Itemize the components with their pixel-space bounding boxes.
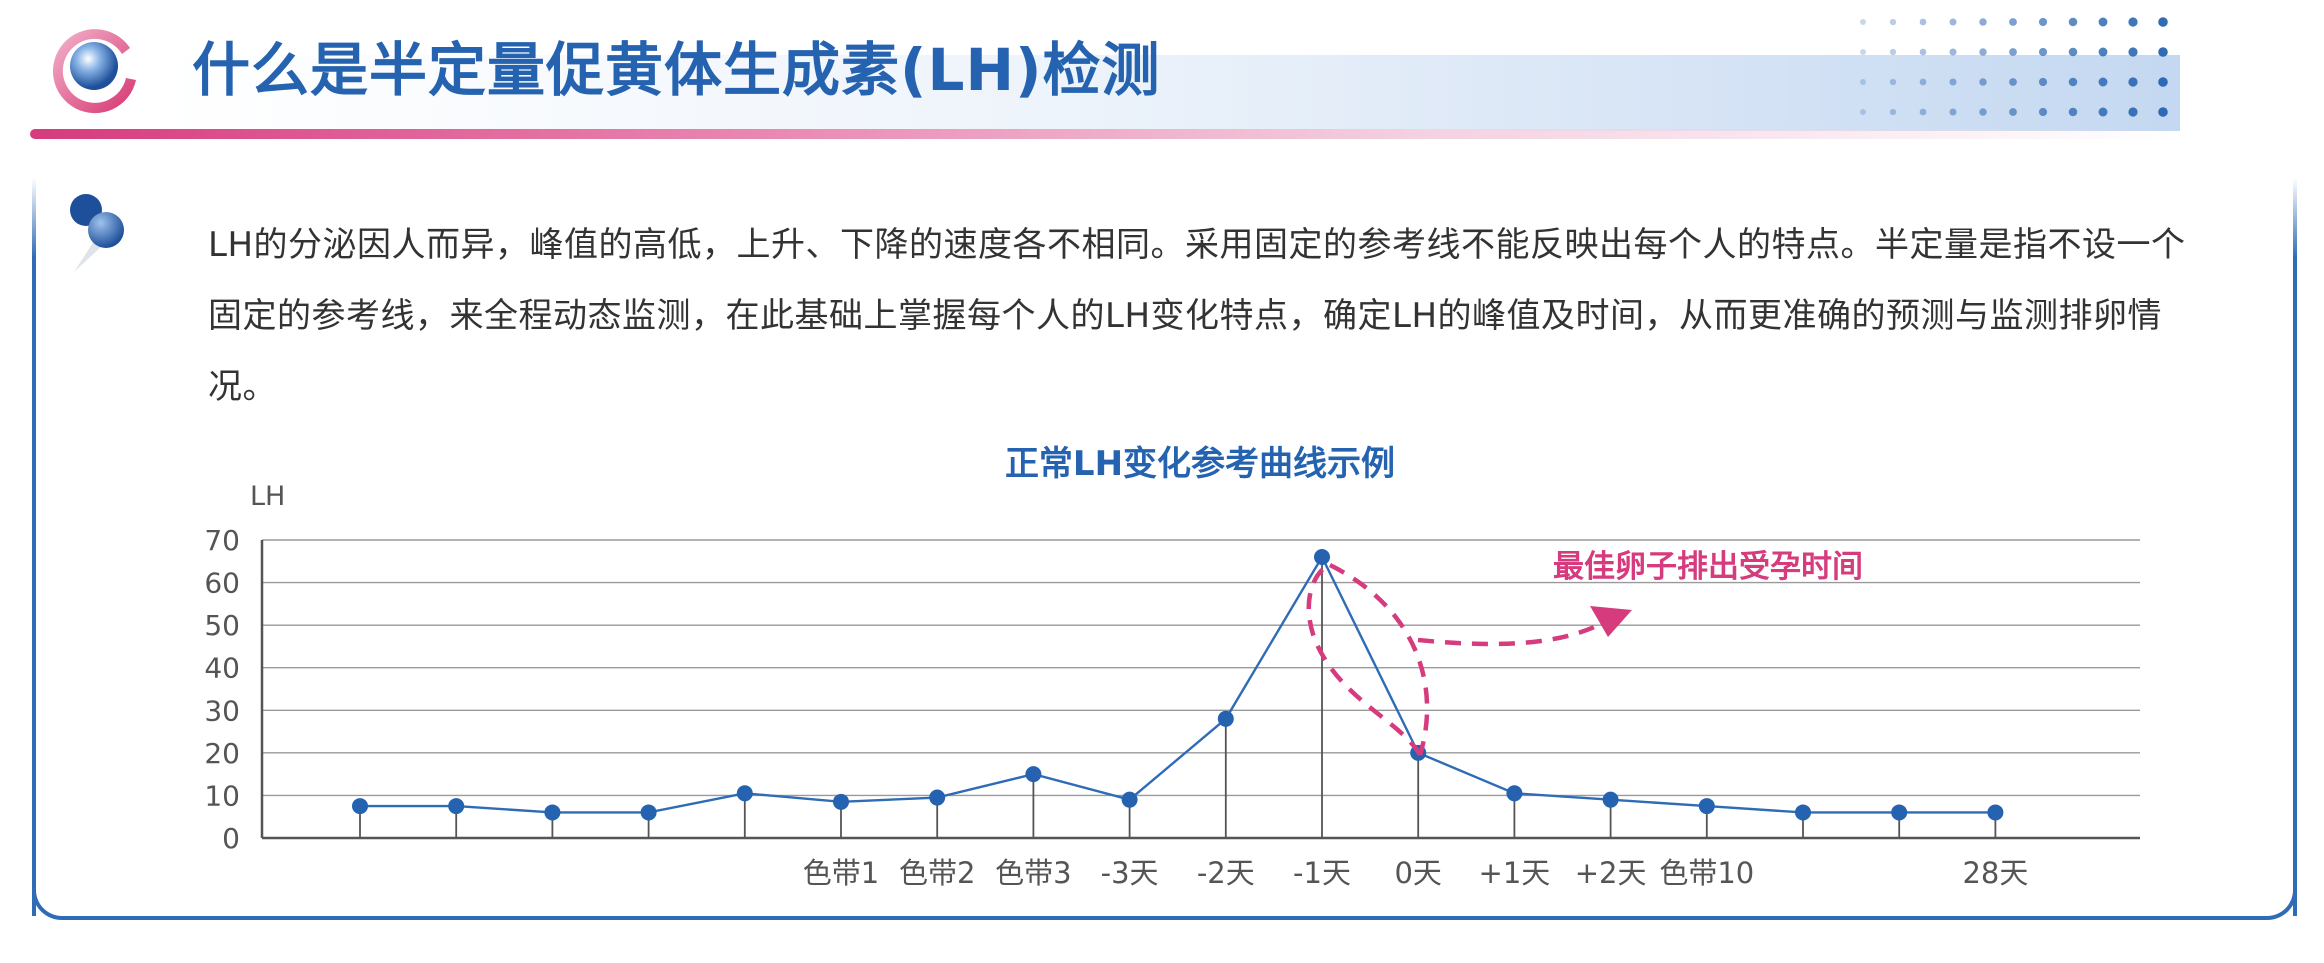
data-point — [1891, 804, 1908, 821]
header: 什么是半定量促黄体生成素(LH)检测 — [0, 0, 2324, 150]
annotation-arrowhead-icon — [1590, 606, 1632, 637]
decorative-dot — [2068, 47, 2078, 57]
decorative-dot — [2009, 18, 2017, 26]
decorative-dot — [2098, 77, 2108, 87]
data-point — [833, 793, 849, 810]
decorative-dot — [2158, 107, 2168, 117]
series-line — [360, 554, 1996, 814]
x-tick-label: +1天 — [1479, 856, 1551, 890]
card-top-fade — [28, 178, 2302, 258]
decorative-dot — [1919, 108, 1927, 116]
decorative-dot — [1860, 109, 1866, 115]
decorative-dot — [2158, 17, 2168, 27]
decorative-dot — [2128, 77, 2138, 87]
decorative-dot — [1889, 78, 1897, 86]
pushpin-icon — [70, 194, 124, 272]
decorative-dot — [1949, 108, 1957, 116]
y-tick-label: 0 — [222, 822, 240, 855]
decorative-dot — [1889, 48, 1897, 56]
annotation-label: 最佳卵子排出受孕时间 — [1553, 549, 1863, 585]
data-point — [640, 804, 657, 821]
y-axis-label: LH — [250, 481, 285, 512]
x-tick-label: 色带3 — [995, 856, 1071, 890]
data-point — [544, 804, 561, 821]
decorative-dot — [1919, 48, 1927, 56]
decorative-dot — [2158, 47, 2168, 57]
decorative-dot — [2038, 77, 2048, 87]
data-point — [448, 798, 465, 815]
data-point — [1987, 804, 2004, 821]
decorative-dot-grid — [1860, 17, 2168, 117]
decorative-dot — [1949, 48, 1957, 56]
decorative-dot — [2128, 107, 2138, 117]
x-tick-label: 色带1 — [803, 856, 879, 890]
decorative-dot — [2068, 107, 2078, 117]
y-tick-label: 70 — [204, 524, 240, 557]
data-point — [1121, 791, 1138, 808]
decorative-dot — [1949, 18, 1957, 26]
data-point — [1506, 785, 1523, 802]
y-tick-label: 10 — [204, 779, 240, 812]
decorative-dot — [2158, 77, 2168, 87]
data-point — [736, 785, 753, 802]
decorative-dot — [2038, 17, 2048, 27]
x-tick-label: -3天 — [1101, 856, 1159, 890]
page-title: 什么是半定量促黄体生成素(LH)检测 — [192, 36, 1161, 104]
data-point — [352, 798, 368, 815]
y-tick-label: 60 — [204, 567, 240, 600]
decorative-dot — [2098, 107, 2108, 117]
decorative-dot — [1979, 108, 1987, 116]
data-point — [1314, 549, 1330, 566]
decorative-dot — [1889, 108, 1897, 116]
decorative-dot — [1860, 49, 1866, 55]
logo-sphere-icon — [52, 29, 137, 114]
decorative-dot — [2009, 48, 2017, 56]
decorative-dot — [2038, 107, 2048, 117]
data-point — [1795, 804, 1811, 821]
data-point — [1698, 798, 1715, 815]
decorative-dot — [2098, 47, 2108, 57]
data-point — [1217, 710, 1234, 727]
decorative-dot — [1919, 18, 1927, 26]
data-point — [1025, 766, 1042, 783]
decorative-dot — [1949, 78, 1957, 86]
decorative-dot — [2009, 108, 2017, 116]
decorative-dot — [1919, 78, 1927, 86]
y-tick-label: 20 — [204, 737, 240, 770]
annotation-dashed-curve — [1306, 562, 1607, 757]
decorative-dot — [2038, 47, 2048, 57]
decorative-dot — [1979, 18, 1987, 26]
x-tick-label: +2天 — [1575, 856, 1647, 890]
x-tick-label: 色带10 — [1659, 856, 1754, 890]
decorative-dot — [2128, 17, 2138, 27]
decorative-dot — [1860, 19, 1866, 25]
data-point — [1602, 791, 1619, 808]
title-band — [150, 55, 2180, 131]
decorative-dot — [1889, 18, 1897, 26]
x-tick-label: -2天 — [1197, 856, 1255, 890]
x-tick-label: -1天 — [1293, 856, 1351, 890]
decorative-dot — [2128, 47, 2138, 57]
decorative-dot — [2098, 17, 2108, 27]
x-tick-label: 色带2 — [899, 856, 975, 890]
y-tick-label: 30 — [204, 694, 240, 727]
decorative-dot — [1860, 79, 1866, 85]
x-tick-label: 0天 — [1394, 856, 1441, 890]
y-tick-label: 50 — [204, 609, 240, 642]
x-tick-label: 28天 — [1962, 856, 2028, 890]
intro-paragraph: LH的分泌因人而异，峰值的高低，上升、下降的速度各不相同。采用固定的参考线不能反… — [208, 225, 2186, 407]
decorative-dot — [2068, 17, 2078, 27]
chart-title: 正常LH变化参考曲线示例 — [1005, 444, 1395, 484]
decorative-dot — [2068, 77, 2078, 87]
decorative-dot — [2009, 78, 2017, 86]
content-card — [32, 178, 2297, 920]
decorative-dot — [1979, 48, 1987, 56]
data-point — [929, 789, 946, 806]
y-tick-label: 40 — [204, 652, 240, 685]
title-underline — [30, 129, 2180, 139]
decorative-dot — [1979, 78, 1987, 86]
